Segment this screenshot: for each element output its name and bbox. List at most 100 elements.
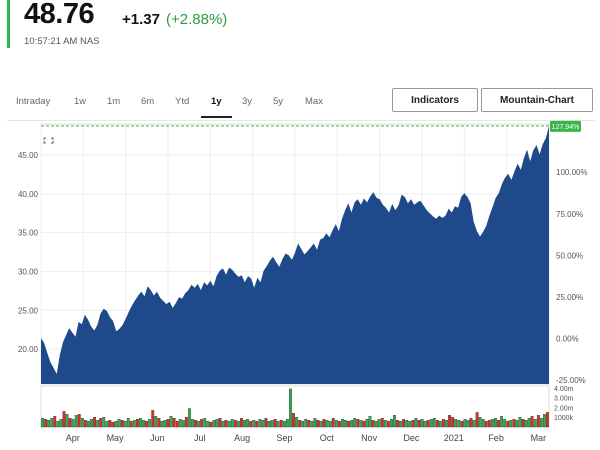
volume-bar <box>62 411 66 428</box>
tab-6m[interactable]: 6m <box>141 96 155 107</box>
volume-bar <box>533 419 537 428</box>
volume-bar <box>71 419 75 428</box>
volume-bar <box>56 420 60 428</box>
indicators-button[interactable]: Indicators <box>392 88 478 112</box>
volume-bar <box>334 420 338 428</box>
volume-bar <box>96 420 100 428</box>
price-area-layer: 127.94% <box>41 120 581 385</box>
volume-bar <box>337 420 341 428</box>
last-price: 48.76 <box>24 0 95 30</box>
volume-bar <box>438 420 442 428</box>
volume-bar <box>539 418 543 428</box>
price-tick-label: 35.00 <box>18 229 39 238</box>
volume-bar <box>435 420 439 428</box>
volume-bar <box>506 420 510 428</box>
expand-icon[interactable] <box>43 137 54 144</box>
tab-3y[interactable]: 3y <box>242 96 253 107</box>
volume-bar <box>41 418 44 428</box>
volume-bar <box>87 420 90 428</box>
date-axis: Apr May Jun Jul Aug Sep Oct Nov Dec 2021 Feb Mar <box>66 433 546 443</box>
price-change-percent: (+2.88%) <box>166 11 228 28</box>
volume-bar <box>117 419 121 428</box>
date-tick-label: Mar <box>531 433 547 443</box>
volume-bar <box>209 421 213 428</box>
volume-bar <box>172 418 176 428</box>
volume-bar <box>184 417 188 428</box>
volume-bar <box>243 420 246 428</box>
tab-max[interactable]: Max <box>305 96 323 107</box>
volume-bar <box>175 420 179 428</box>
percent-axis: -25.00% 0.00% 25.00% 50.00% 75.00% 100.00% <box>556 168 588 385</box>
tab-5y[interactable]: 5y <box>273 96 284 107</box>
volume-bar <box>148 419 152 428</box>
volume-bar <box>139 418 142 428</box>
date-tick-label: 2021 <box>444 433 464 443</box>
volume-bar <box>356 419 360 428</box>
volume-bar <box>460 420 464 428</box>
volume-bar <box>448 415 451 428</box>
volume-bar <box>105 420 109 428</box>
volume-bar <box>365 419 369 428</box>
volume-bar <box>215 419 219 428</box>
volume-bar <box>463 419 467 428</box>
tab-ytd[interactable]: Ytd <box>175 96 190 107</box>
volume-bar <box>142 420 145 428</box>
volume-bar <box>270 420 274 428</box>
volume-bar <box>218 418 222 428</box>
volume-bar <box>194 420 197 428</box>
volume-bar <box>509 420 513 428</box>
volume-bar <box>331 418 335 428</box>
volume-bar <box>282 420 286 428</box>
volume-bar <box>377 419 381 428</box>
quote-timestamp: 10:57:21 AM NAS <box>24 36 100 47</box>
volume-bar <box>59 419 63 428</box>
volume-bar <box>313 418 317 428</box>
volume-bar <box>521 419 525 428</box>
volume-bar <box>411 420 415 428</box>
volume-bar <box>276 420 280 428</box>
volume-bar <box>503 419 507 428</box>
tab-1w[interactable]: 1w <box>74 96 87 107</box>
volume-bar <box>114 420 118 428</box>
price-axis: 20.00 25.00 30.00 35.00 40.00 45.00 <box>18 151 39 354</box>
date-tick-label: Sep <box>276 433 292 443</box>
volume-bar <box>53 416 57 428</box>
tab-1y[interactable]: 1y <box>211 96 222 107</box>
volume-tick-label: 2.00m <box>554 405 574 412</box>
volume-bar <box>371 420 375 428</box>
volume-bar <box>451 417 455 428</box>
volume-bar <box>402 419 406 428</box>
volume-bar <box>160 420 164 428</box>
date-tick-label: Feb <box>488 433 504 443</box>
volume-bar <box>423 420 427 428</box>
chart-type-button[interactable]: Mountain-Chart <box>481 88 593 112</box>
volume-bar <box>457 420 461 428</box>
volume-bar <box>386 420 390 428</box>
date-tick-label: Apr <box>66 433 80 443</box>
date-tick-label: Oct <box>320 433 335 443</box>
volume-bar <box>108 420 112 428</box>
volume-bar <box>289 388 292 428</box>
volume-bar <box>487 420 491 428</box>
volume-bar <box>273 419 277 428</box>
volume-bar <box>169 416 173 428</box>
volume-bar <box>344 420 347 428</box>
volume-bar <box>304 419 308 428</box>
date-tick-label: Dec <box>403 433 420 443</box>
volume-bar <box>178 419 182 428</box>
volume-bar <box>484 420 488 428</box>
volume-bar <box>255 420 259 428</box>
volume-bar <box>298 420 302 428</box>
tab-1m[interactable]: 1m <box>107 96 121 107</box>
tab-intraday[interactable]: Intraday <box>16 96 51 107</box>
volume-bar <box>530 416 534 428</box>
volume-bar <box>494 418 497 428</box>
volume-bar <box>353 418 357 428</box>
volume-bar <box>191 419 194 428</box>
volume-bar <box>145 420 148 428</box>
volume-bar <box>295 417 298 428</box>
price-tick-label: 30.00 <box>18 267 39 276</box>
volume-bar <box>111 421 115 428</box>
volume-bar <box>350 420 354 428</box>
